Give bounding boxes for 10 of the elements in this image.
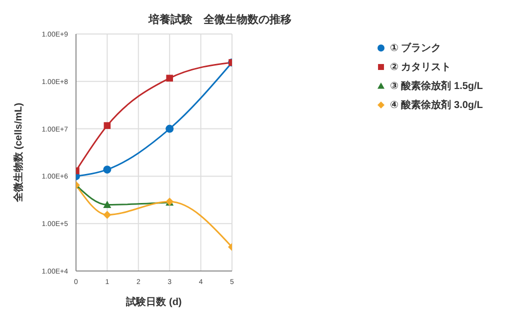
legend-label: ① ブランク	[390, 42, 442, 54]
legend-label: ② カタリスト	[390, 60, 452, 74]
y-axis-title: 全微生物数 (cells/mL)	[12, 102, 25, 204]
point	[166, 124, 174, 133]
chart-title: 培養試験 全微生物数の推移	[147, 12, 292, 27]
point	[103, 166, 112, 174]
point	[103, 200, 112, 208]
x-axis-title: 試験日数 (d)	[125, 296, 182, 308]
legend-label: ④ 酸素徐放剤 3.0g/L	[390, 98, 483, 112]
legend-label: ③ 酸素徐放剤 1.5g/L	[390, 79, 483, 92]
